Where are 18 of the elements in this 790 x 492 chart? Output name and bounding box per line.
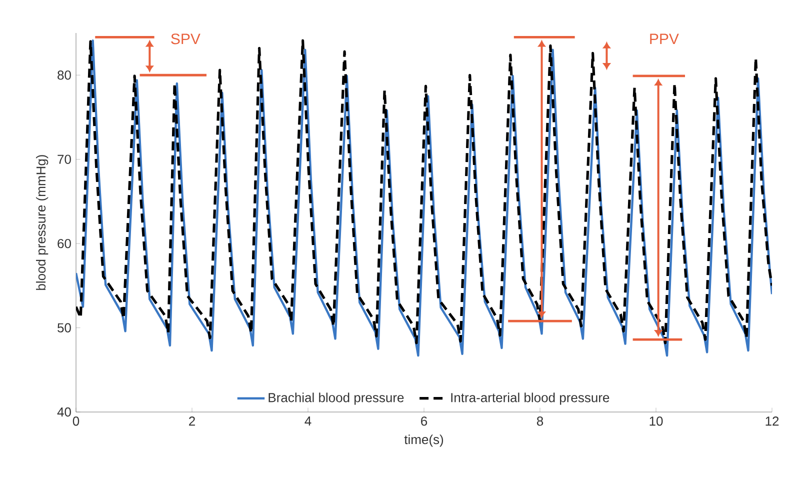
legend-label: Intra-arterial blood pressure [451, 392, 610, 405]
y-axis-title: blood pressure (mmHg) [36, 155, 48, 290]
x-tick-label: 4 [304, 416, 312, 426]
annotation: SPV [171, 34, 200, 44]
y-tick-label: 50 [58, 323, 71, 332]
legend-label: Brachial blood pressure [268, 392, 404, 405]
x-tick-label: 8 [536, 416, 544, 426]
x-tick-label: 6 [421, 416, 428, 426]
annotation: PPV [650, 34, 679, 44]
x-tick-label: 2 [189, 416, 195, 426]
x-axis-title: time(s) [404, 434, 444, 447]
y-tick-label: 70 [58, 154, 71, 164]
y-tick-label: 40 [57, 407, 71, 417]
x-tick-label: 0 [72, 416, 80, 426]
x-tick-label: 12 [766, 416, 779, 426]
y-tick-label: 80 [58, 70, 71, 80]
x-tick-label: 10 [650, 416, 663, 426]
y-tick-label: 60 [58, 238, 71, 248]
